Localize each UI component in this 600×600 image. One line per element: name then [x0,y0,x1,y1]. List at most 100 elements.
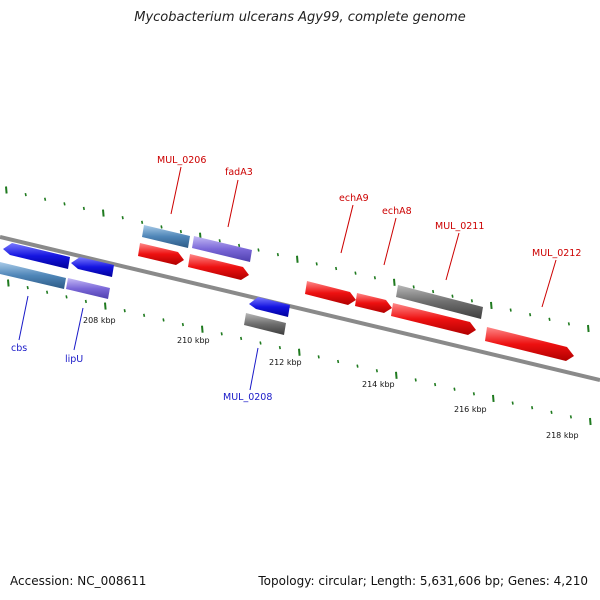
minor-tick [511,401,514,405]
major-tick [587,324,590,333]
minor-tick [315,262,318,266]
minor-tick [179,229,182,234]
label-leader-lines [18,166,557,391]
minor-tick [44,197,47,201]
gene-label-echa9[interactable]: echA9 [339,193,369,204]
major-tick [104,302,107,310]
minor-tick [143,313,146,317]
minor-tick [432,289,435,294]
gene-feature-blue[interactable] [3,243,70,269]
minor-tick [26,285,29,290]
major-tick [5,186,8,194]
major-tick [492,394,495,403]
minor-tick [24,192,27,197]
minor-tick [276,252,279,257]
minor-tick [82,206,85,211]
scale-labels: 208 kbp 210 kbp 212 kbp 214 kbp 216 kbp … [83,316,579,440]
minor-tick [141,220,144,224]
minor-tick [337,359,340,364]
gene-feature-red[interactable] [305,281,356,305]
major-tick [589,417,592,426]
gene-feature-red[interactable] [391,303,476,335]
minor-tick [470,299,473,303]
gene-feature-steel[interactable] [0,262,66,289]
minor-tick [569,415,572,419]
reverse-tick-track [7,279,592,426]
gene-feature-red[interactable] [355,293,392,313]
minor-tick [162,318,165,322]
minor-tick [121,216,124,220]
minor-tick [509,308,512,312]
gene-label-lipu[interactable]: lipU [65,354,83,365]
minor-tick [84,299,87,304]
minor-tick [240,336,243,341]
minor-tick [529,313,532,317]
minor-tick [46,290,49,294]
gene-feature-gray[interactable] [244,313,286,335]
minor-tick [65,295,68,299]
gene-label-echa8[interactable]: echA8 [382,206,412,217]
gene-label-fada3[interactable]: fadA3 [225,167,253,178]
major-tick [296,255,299,263]
minor-tick [220,332,223,336]
minor-tick [453,387,456,391]
major-tick [395,371,398,379]
minor-tick [218,239,221,243]
gene-feature-steel[interactable] [142,225,190,248]
minor-tick [375,369,378,373]
minor-tick [354,271,357,275]
minor-tick [317,355,320,359]
minor-tick [181,322,184,327]
major-tick [201,325,204,333]
genome-backbone [0,235,600,382]
minor-tick [257,248,260,252]
minor-tick [278,345,281,350]
major-tick [7,279,10,287]
gene-label-mul-0206[interactable]: MUL_0206 [157,155,206,166]
minor-tick [548,317,551,321]
gene-label-cbs[interactable]: cbs [11,343,27,354]
minor-tick [414,378,417,382]
minor-tick [63,202,66,206]
major-tick [102,209,105,217]
accession-text: Accession: NC_008611 [10,574,147,588]
scale-label: 218 kbp [546,431,579,440]
scale-label: 216 kbp [454,405,487,414]
page-title: Mycobacterium ulcerans Agy99, complete g… [134,10,466,25]
major-tick [490,301,493,310]
gene-feature-red[interactable] [188,254,249,280]
minor-tick [451,294,454,298]
major-tick [393,278,396,286]
minor-tick [531,406,534,410]
minor-tick [259,341,262,345]
minor-tick [550,410,553,414]
minor-tick [567,322,570,326]
gene-labels: MUL_0206 fadA3 echA9 echA8 MUL_0211 MUL_… [11,155,581,403]
minor-tick [434,382,437,387]
minor-tick [412,285,415,289]
genome-summary-text: Topology: circular; Length: 5,631,606 bp… [258,574,588,588]
minor-tick [373,276,376,280]
minor-tick [472,392,475,396]
gene-feature-lavender[interactable] [66,278,110,299]
gene-feature-lavender[interactable] [192,236,252,262]
minor-tick [160,225,163,229]
minor-tick [356,364,359,368]
scale-label: 214 kbp [362,380,395,389]
gene-features [0,225,574,361]
gene-label-mul-0211[interactable]: MUL_0211 [435,221,484,232]
scale-label: 212 kbp [269,358,302,367]
gene-feature-blue[interactable] [249,297,290,317]
scale-label: 208 kbp [83,316,116,325]
gene-feature-red[interactable] [138,243,184,265]
scale-label: 210 kbp [177,336,210,345]
major-tick [298,348,301,356]
gene-label-mul-0212[interactable]: MUL_0212 [532,248,581,259]
gene-feature-red[interactable] [485,327,574,361]
gene-label-mul-0208[interactable]: MUL_0208 [223,392,272,403]
minor-tick [335,266,338,271]
gene-feature-gray[interactable] [396,285,483,319]
minor-tick [238,243,241,248]
gene-feature-blue[interactable] [71,257,114,277]
